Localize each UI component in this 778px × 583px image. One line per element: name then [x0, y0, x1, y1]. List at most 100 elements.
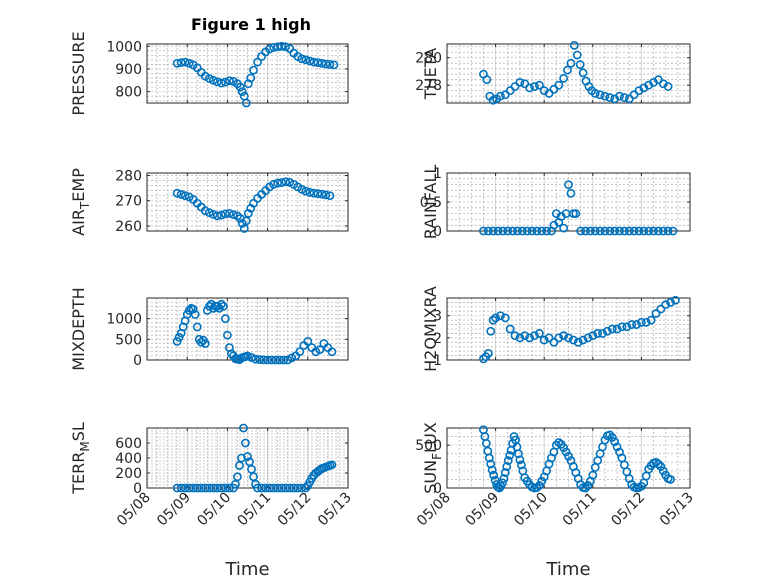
- data-point: [315, 345, 325, 355]
- data-point: [600, 91, 610, 101]
- data-point: [514, 449, 523, 459]
- data-point: [530, 82, 539, 91]
- data-point: [241, 438, 250, 448]
- data-point: [537, 226, 547, 236]
- data-point: [313, 58, 323, 68]
- data-point: [329, 60, 339, 70]
- data-point: [578, 68, 588, 78]
- data-point: [176, 190, 186, 199]
- data-point: [534, 80, 544, 90]
- data-point: [656, 462, 666, 471]
- data-point: [498, 226, 508, 236]
- y-tick-label: 800: [115, 85, 142, 101]
- data-point: [184, 483, 194, 493]
- data-point: [534, 329, 544, 338]
- data-point: [180, 57, 190, 67]
- y-tick-label: 1000: [106, 39, 142, 55]
- y-tick-label: 3: [433, 309, 442, 325]
- data-point: [225, 208, 234, 218]
- data-point: [317, 189, 327, 199]
- data-point: [212, 483, 222, 493]
- data-point: [301, 55, 311, 65]
- data-point: [516, 460, 526, 470]
- data-point: [220, 209, 230, 219]
- data-point: [176, 483, 186, 493]
- data-point: [327, 460, 337, 470]
- data-point: [243, 452, 252, 461]
- subplot-mixdepth: 0 500 1000 MIXDEPTH: [69, 287, 349, 371]
- data-point: [484, 453, 494, 463]
- y-tick-label: 0: [133, 481, 142, 497]
- data-point: [253, 483, 262, 493]
- data-point: [554, 80, 564, 90]
- data-point: [644, 226, 654, 236]
- data-point: [637, 317, 646, 327]
- data-point: [196, 483, 206, 493]
- y-tick-label: 200: [115, 466, 142, 482]
- data-point: [551, 440, 561, 450]
- data-point: [188, 483, 198, 493]
- y-tick-label: 278: [415, 78, 442, 94]
- data-point: [622, 322, 632, 332]
- data-point: [325, 191, 335, 201]
- axes-box: [146, 43, 349, 104]
- data-point: [561, 447, 571, 457]
- x-axis-label: Time: [224, 559, 269, 580]
- x-tick-label: 05/10: [511, 490, 551, 530]
- data-point: [615, 226, 624, 236]
- data-point: [619, 93, 629, 102]
- data-point: [641, 317, 651, 327]
- data-point: [617, 322, 627, 332]
- data-point: [525, 83, 535, 93]
- data-point: [309, 188, 319, 198]
- data-point: [527, 226, 537, 236]
- data-point: [192, 322, 202, 332]
- subplot-terr: 05/08 05/09 05/10 05/11 05/12 05/13Time020040…: [69, 422, 355, 580]
- data-point: [515, 333, 525, 343]
- data-point: [269, 43, 279, 52]
- data-point: [489, 470, 499, 480]
- y-tick-label: 2: [433, 331, 442, 347]
- data-point: [666, 475, 675, 484]
- data-point: [534, 481, 544, 490]
- data-point: [317, 58, 327, 68]
- data-point: [325, 60, 335, 69]
- axes-box: [446, 297, 691, 361]
- data-point: [225, 483, 234, 493]
- data-point: [607, 433, 617, 442]
- axes-box: [446, 43, 691, 104]
- data-point: [321, 190, 331, 200]
- data-point: [563, 65, 572, 75]
- data-point: [624, 226, 634, 236]
- data-point: [321, 59, 331, 69]
- data-point: [196, 337, 206, 347]
- data-point: [204, 483, 214, 493]
- data-point: [184, 58, 194, 68]
- data-point: [498, 478, 507, 488]
- data-point: [218, 301, 228, 311]
- data-point: [313, 189, 323, 199]
- data-point: [200, 483, 210, 493]
- data-point: [208, 483, 218, 493]
- data-point: [481, 439, 491, 448]
- y-tick-label: 0: [433, 224, 442, 240]
- data-point: [305, 56, 315, 66]
- data-point: [590, 226, 600, 236]
- data-point: [666, 298, 675, 307]
- data-point: [583, 481, 593, 490]
- data-point: [482, 75, 492, 85]
- data-point: [269, 179, 279, 189]
- data-point: [235, 461, 244, 470]
- data-point: [610, 226, 620, 236]
- data-point: [483, 348, 493, 358]
- data-point: [267, 355, 277, 365]
- data-point: [216, 78, 226, 88]
- y-axis-label: TERRMSL: [69, 422, 92, 495]
- data-point: [496, 311, 505, 321]
- data-point: [549, 337, 559, 347]
- data-point: [176, 58, 186, 68]
- data-point: [303, 336, 313, 346]
- data-point: [220, 314, 230, 324]
- data-point: [500, 468, 510, 477]
